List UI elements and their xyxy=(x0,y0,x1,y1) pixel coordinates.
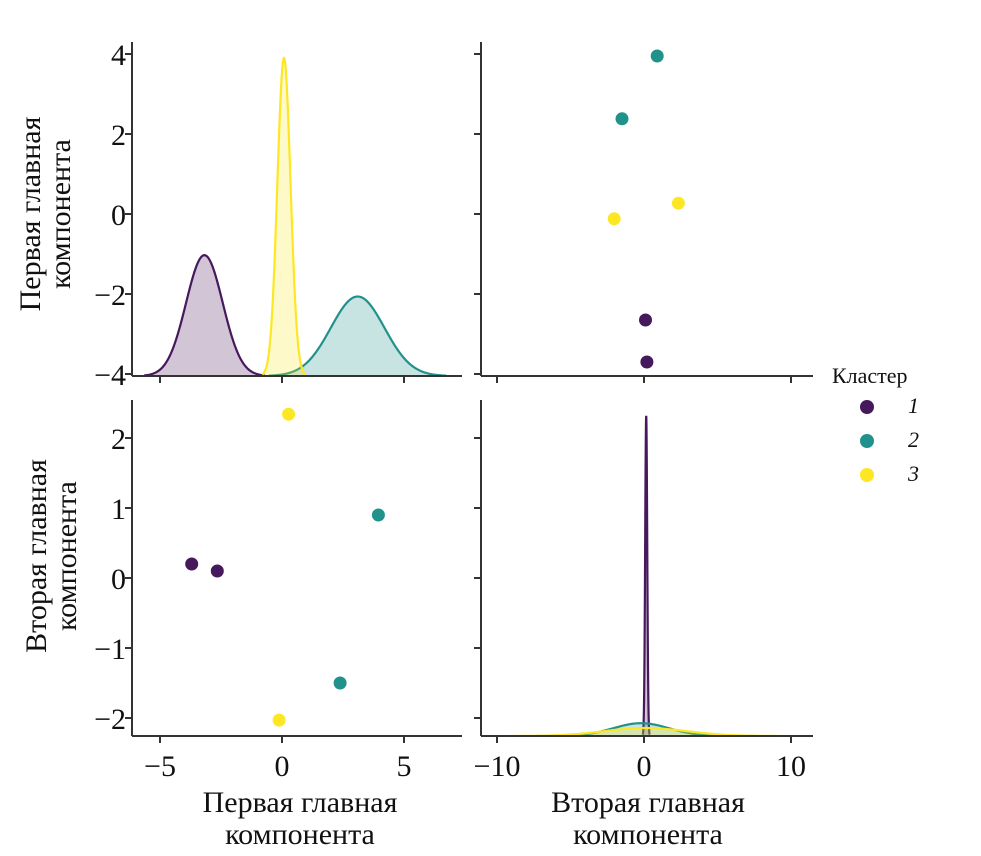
y-axis-title-pc1: Первая главная компонента xyxy=(14,116,77,311)
x-title-pc2-line2: компонента xyxy=(573,818,723,851)
legend-entry-2: 2 xyxy=(860,427,919,452)
pc2-kde-line-cluster-1 xyxy=(641,415,651,735)
legend-title: Кластер xyxy=(832,363,908,388)
x-tick-label: −5 xyxy=(144,750,176,783)
y-tick-label: 0 xyxy=(111,563,126,596)
x-axis-title-pc2: Вторая главная компонента xyxy=(551,786,745,851)
x-axis-title-pc1: Первая главная компонента xyxy=(203,786,398,851)
legend-entry-3: 3 xyxy=(860,461,919,486)
bl-point-cluster-1 xyxy=(210,564,224,578)
x-tick-label: 0 xyxy=(275,750,290,783)
y-tick-label: 1 xyxy=(111,493,126,526)
legend-marker-3 xyxy=(860,468,874,482)
x-title-pc1-line1: Первая главная xyxy=(203,786,398,819)
y-tick-label: 4 xyxy=(111,39,126,72)
y-title-pc2-line1: Вторая главная xyxy=(20,459,53,653)
pc1-kde-fill-cluster-3 xyxy=(262,58,306,376)
panel-pc2-vs-pc1-scatter xyxy=(474,42,813,383)
legend: Кластер 1 2 3 xyxy=(832,363,919,486)
pc1-kde-line-cluster-1 xyxy=(143,254,265,377)
bl-point-cluster-3 xyxy=(272,713,286,727)
x-title-pc1-line2: компонента xyxy=(225,818,375,851)
pc1-kde-line-cluster-2 xyxy=(269,295,447,377)
x-tick-label: 10 xyxy=(776,750,806,783)
bl-point-cluster-2 xyxy=(333,676,347,690)
x-tick-label: 5 xyxy=(397,750,412,783)
legend-label-1: 1 xyxy=(908,393,919,418)
y-tick-label: −4 xyxy=(94,359,126,392)
y-tick-label: −1 xyxy=(94,633,126,666)
y-tick-label: 2 xyxy=(111,423,126,456)
x-title-pc2-line1: Вторая главная xyxy=(551,786,745,819)
y-title-pc2-line2: компонента xyxy=(50,481,83,631)
y-tick-label: 2 xyxy=(111,119,126,152)
tr-point-cluster-3 xyxy=(607,212,621,226)
pc1-kde-line-cluster-3 xyxy=(261,56,307,376)
tr-point-cluster-3 xyxy=(671,196,685,210)
legend-entry-1: 1 xyxy=(860,393,919,418)
y-title-pc1-line1: Первая главная xyxy=(14,116,47,311)
y-tick-label: −2 xyxy=(94,703,126,736)
x-tick-label: −10 xyxy=(474,750,521,783)
panel-pc2-kde: −10 0 10 xyxy=(474,400,813,783)
pc1-kde-fill-cluster-1 xyxy=(144,255,265,376)
panel-pc1-vs-pc2-scatter: −5 0 5 −2 −1 0 1 2 xyxy=(94,400,462,783)
tr-point-cluster-2 xyxy=(650,49,664,63)
legend-marker-2 xyxy=(860,434,874,448)
bl-point-cluster-2 xyxy=(371,508,385,522)
y-tick-label: 0 xyxy=(111,199,126,232)
tr-point-cluster-1 xyxy=(640,355,654,369)
bl-point-cluster-1 xyxy=(185,557,199,571)
legend-label-2: 2 xyxy=(908,427,919,452)
panel-pc1-kde: −4 −2 0 2 4 xyxy=(94,39,462,392)
tr-point-cluster-1 xyxy=(639,313,652,327)
y-tick-label: −2 xyxy=(94,279,126,312)
legend-marker-1 xyxy=(860,400,874,414)
y-title-pc1-line2: компонента xyxy=(44,139,77,289)
legend-label-3: 3 xyxy=(907,461,919,486)
x-tick-label: 0 xyxy=(637,750,652,783)
bl-point-cluster-3 xyxy=(282,407,296,421)
tr-point-cluster-2 xyxy=(615,112,629,126)
y-axis-title-pc2: Вторая главная компонента xyxy=(20,459,83,653)
